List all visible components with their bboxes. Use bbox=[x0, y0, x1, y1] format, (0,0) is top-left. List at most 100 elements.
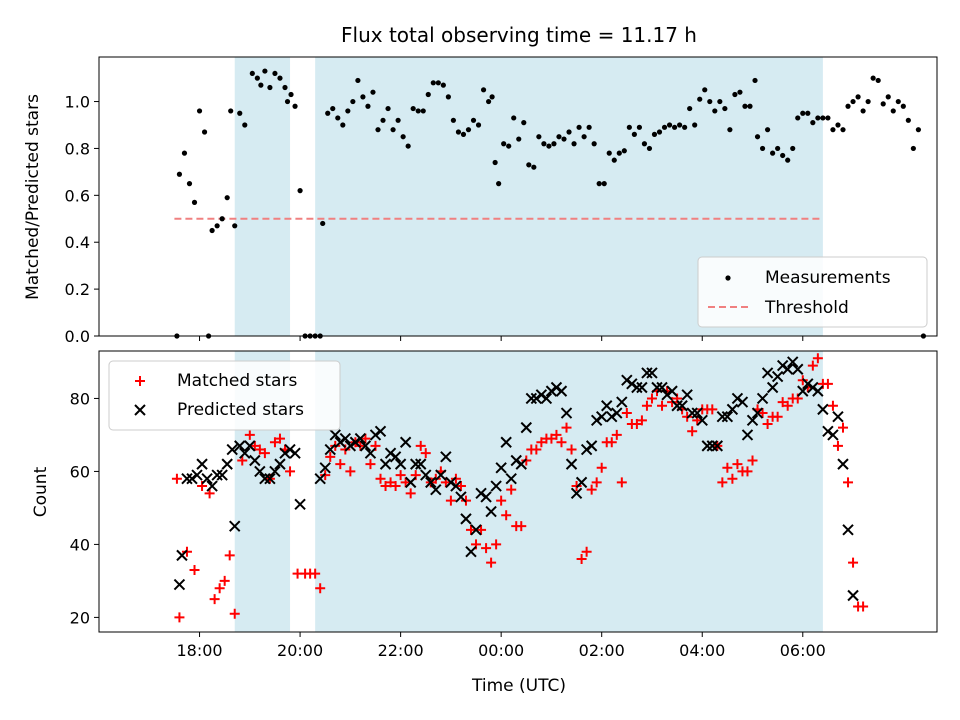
predicted-star-point bbox=[565, 458, 578, 470]
x-tick-label: 20:00 bbox=[277, 641, 323, 660]
bottom-panel: 20 40 60 80 18:00 20:00 22:00 00:00 02:00 04:00 06… bbox=[70, 350, 938, 660]
matched-star-point bbox=[843, 477, 854, 488]
matched-star-point bbox=[491, 539, 502, 550]
predicted-star-point bbox=[394, 458, 407, 470]
matched-star-point bbox=[254, 444, 265, 455]
measurement-point bbox=[272, 70, 278, 77]
predicted-star-point bbox=[294, 498, 306, 510]
predicted-star-point bbox=[490, 480, 502, 492]
measurement-point bbox=[521, 120, 527, 126]
measurement-point bbox=[840, 127, 846, 133]
measurement-point bbox=[385, 105, 391, 112]
matched-star-point bbox=[310, 568, 321, 579]
measurement-point bbox=[561, 136, 567, 142]
measurement-point bbox=[795, 115, 801, 121]
matched-star-point bbox=[400, 477, 411, 488]
matched-star-point bbox=[420, 448, 431, 459]
predicted-star-point bbox=[181, 473, 193, 485]
matched-star-point bbox=[727, 473, 738, 484]
measurement-point bbox=[186, 181, 193, 187]
predicted-star-point bbox=[221, 458, 233, 470]
matched-star-point bbox=[757, 408, 768, 419]
measurement-point bbox=[722, 105, 728, 112]
measurement-point bbox=[267, 84, 273, 91]
measurement-point bbox=[885, 94, 891, 100]
measurement-point bbox=[737, 89, 743, 95]
predicted-star-point bbox=[666, 385, 678, 397]
legend-marker-measurements bbox=[725, 275, 731, 281]
matched-star-point bbox=[606, 437, 617, 448]
predicted-star-point bbox=[766, 381, 779, 394]
measurement-point bbox=[232, 223, 238, 229]
predicted-star-point bbox=[817, 403, 829, 416]
measurement-point bbox=[895, 98, 901, 105]
measurement-point bbox=[805, 110, 811, 116]
measurement-point bbox=[254, 75, 260, 81]
matched-star-point bbox=[390, 481, 401, 492]
measurement-point bbox=[566, 129, 572, 135]
predicted-star-point bbox=[540, 392, 553, 405]
measurement-point bbox=[775, 145, 781, 152]
matched-star-point bbox=[742, 466, 753, 477]
measurement-point bbox=[531, 164, 537, 170]
predicted-star-point bbox=[837, 458, 849, 470]
matched-star-point bbox=[646, 393, 657, 404]
matched-star-point bbox=[445, 495, 456, 506]
measurement-point bbox=[492, 159, 498, 166]
predicted-star-point bbox=[435, 469, 447, 481]
predicted-star-point bbox=[711, 440, 724, 452]
matched-star-point bbox=[566, 444, 577, 455]
predicted-star-point bbox=[676, 400, 688, 412]
matched-star-point bbox=[204, 488, 215, 499]
measurement-point bbox=[249, 70, 255, 77]
measurement-point bbox=[355, 77, 361, 84]
predicted-star-point bbox=[555, 385, 568, 397]
matched-star-point bbox=[576, 554, 587, 565]
legend-label-predicted: Predicted stars bbox=[177, 400, 304, 420]
measurement-point bbox=[687, 105, 693, 112]
measurement-point bbox=[870, 75, 876, 81]
measurement-point bbox=[581, 134, 587, 140]
measurement-point bbox=[297, 188, 303, 194]
measurement-point bbox=[651, 131, 658, 137]
matched-star-point bbox=[171, 473, 182, 484]
matched-star-point bbox=[274, 433, 285, 444]
measurement-point bbox=[196, 108, 203, 114]
matched-star-point bbox=[375, 473, 386, 484]
matched-star-point bbox=[762, 418, 773, 429]
matched-star-point bbox=[360, 433, 371, 444]
measurement-point bbox=[258, 82, 264, 88]
measurement-point bbox=[541, 141, 547, 147]
plot-frame bbox=[98, 350, 938, 633]
matched-star-point bbox=[722, 462, 733, 473]
matched-star-point bbox=[405, 488, 416, 499]
predicted-star-point bbox=[173, 578, 186, 591]
legend-label-matched: Matched stars bbox=[177, 371, 297, 391]
measurement-point bbox=[224, 195, 230, 201]
y-tick-label: 20 bbox=[70, 608, 90, 627]
predicted-star-point bbox=[827, 429, 839, 441]
predicted-star-point bbox=[525, 392, 538, 405]
legend-box bbox=[108, 360, 341, 431]
measurement-point bbox=[576, 124, 582, 130]
matched-star-point bbox=[717, 477, 728, 488]
matched-star-point bbox=[531, 444, 542, 455]
predicted-star-point bbox=[595, 410, 608, 423]
predicted-star-point bbox=[751, 407, 764, 419]
predicted-star-point bbox=[601, 400, 613, 412]
predicted-star-point bbox=[339, 432, 352, 445]
predicted-star-point bbox=[686, 407, 698, 419]
y-tick-label: 0.8 bbox=[65, 139, 90, 158]
measurement-point bbox=[910, 145, 916, 152]
measurement-point bbox=[282, 84, 288, 91]
measurement-point bbox=[288, 91, 294, 98]
predicted-star-point bbox=[254, 465, 266, 478]
measurement-point bbox=[345, 108, 351, 114]
matched-star-point bbox=[586, 484, 597, 495]
predicted-star-point bbox=[329, 429, 341, 441]
measurement-point bbox=[375, 127, 381, 133]
measurement-point bbox=[284, 98, 291, 105]
measurement-point bbox=[621, 148, 627, 154]
measurement-point bbox=[201, 129, 208, 135]
measurement-point bbox=[181, 150, 188, 156]
